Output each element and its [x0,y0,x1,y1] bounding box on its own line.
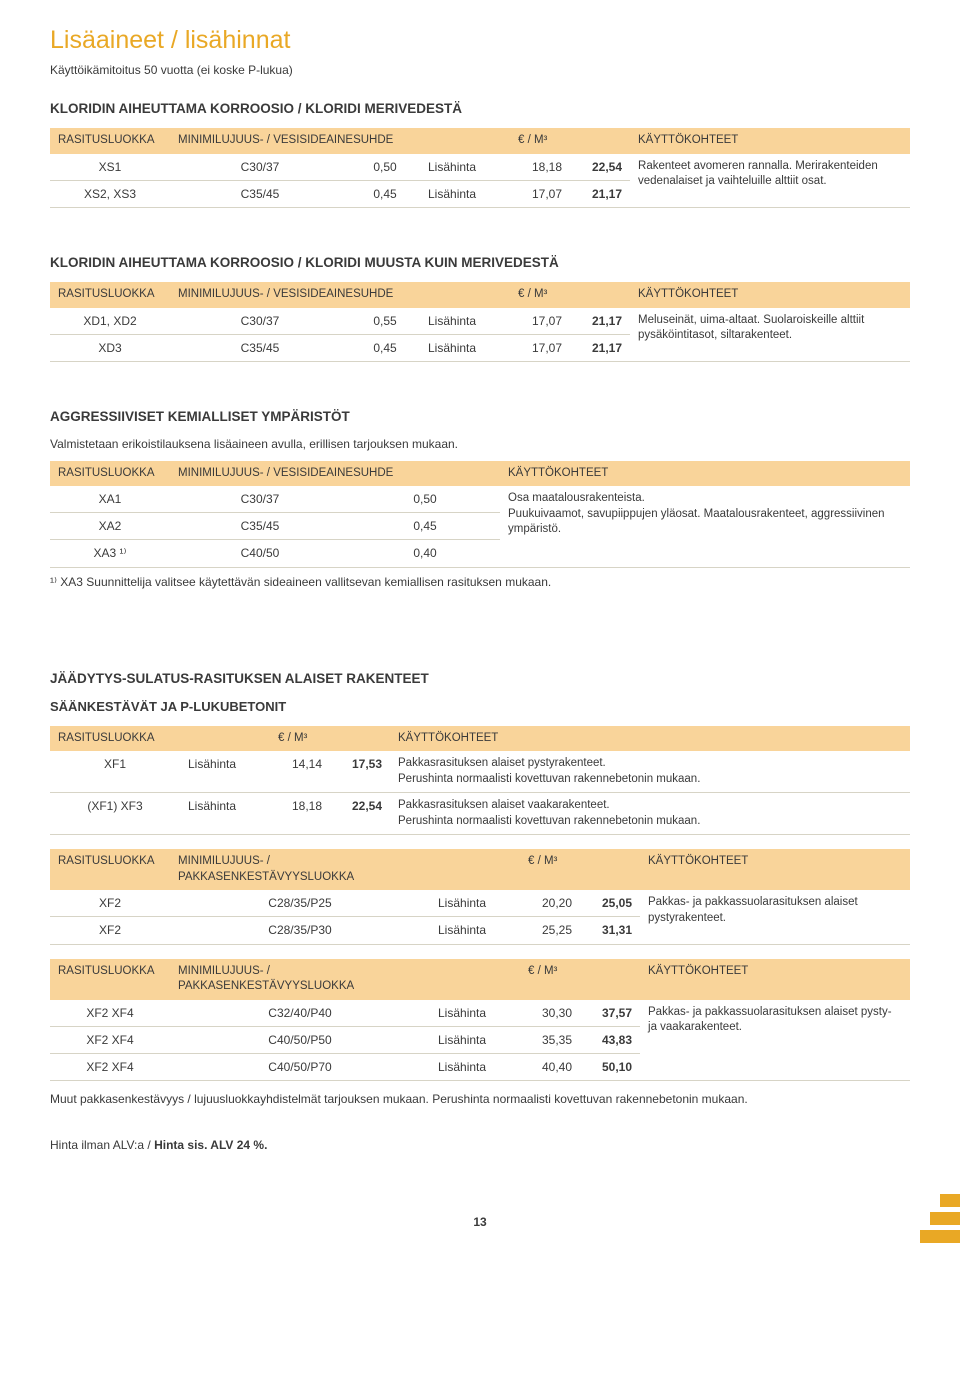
col-eur: € / M³ [510,128,630,154]
section-title-xd: KLORIDIN AIHEUTTAMA KORROOSIO / KLORIDI … [50,254,910,272]
section-title-xs: KLORIDIN AIHEUTTAMA KORROOSIO / KLORIDI … [50,100,910,118]
xf-sub: SÄÄNKESTÄVÄT JA P-LUKUBETONIT [50,698,910,716]
xf-c-desc: Pakkas- ja pakkassuolarasituksen alaiset… [640,1000,910,1081]
page-number: 13 [50,1214,910,1230]
decorative-bars [920,1194,960,1248]
table-xf-a: RASITUSLUOKKA € / M³ KÄYTTÖKOHTEET XF1 L… [50,726,910,836]
page-title: Lisäaineet / lisähinnat [50,24,910,58]
xa-note: ¹⁾ XA3 Suunnittelija valitsee käytettävä… [50,574,910,590]
table-xf-c: RASITUSLUOKKA MINIMILUJUUS- / PAKKASENKE… [50,959,910,1082]
table-row: XF1 Lisähinta 14,14 17,53 Pakkasrasituks… [50,751,910,793]
col-rasitus: RASITUSLUOKKA [50,128,170,154]
section-title-xf: JÄÄDYTYS-SULATUS-RASITUKSEN ALAISET RAKE… [50,670,910,688]
xa-desc: Osa maatalousrakenteista. Puukuivaamot, … [500,486,910,567]
table-xf-b: RASITUSLUOKKA MINIMILUJUUS- / PAKKASENKE… [50,849,910,944]
xf-b-desc: Pakkas- ja pakkassuolarasituksen alaiset… [640,890,910,944]
subtitle: Käyttöikämitoitus 50 vuotta (ei koske P-… [50,62,910,78]
table-xs: RASITUSLUOKKA MINIMILUJUUS- / VESISIDEAI… [50,128,910,208]
table-xa: RASITUSLUOKKA MINIMILUJUUS- / VESISIDEAI… [50,461,910,568]
table-row: XF2 C28/35/P25 Lisähinta 20,20 25,05 Pak… [50,890,910,917]
xa-intro: Valmistetaan erikoistilauksena lisäainee… [50,436,910,452]
xf-muut: Muut pakkasenkestävyys / lujuusluokkayhd… [50,1091,910,1107]
table-row: XD1, XD2 C30/37 0,55 Lisähinta 17,07 21,… [50,308,910,335]
table-row: XF2 XF4 C32/40/P40 Lisähinta 30,30 37,57… [50,1000,910,1027]
table-row: (XF1) XF3 Lisähinta 18,18 22,54 Pakkasra… [50,793,910,835]
xs-desc: Rakenteet avomeren rannalla. Merirakente… [630,154,910,208]
table-xd: RASITUSLUOKKA MINIMILUJUUS- / VESISIDEAI… [50,282,910,362]
col-kohteet: KÄYTTÖKOHTEET [630,128,910,154]
section-title-xa: AGGRESSIIVISET KEMIALLISET YMPÄRISTÖT [50,408,910,426]
hinta-line: Hinta ilman ALV:a / Hinta sis. ALV 24 %. [50,1137,910,1153]
table-row: XS1 C30/37 0,50 Lisähinta 18,18 22,54 Ra… [50,154,910,181]
table-row: XA1 C30/37 0,50 Osa maatalousrakenteista… [50,486,910,513]
xd-desc: Meluseinät, uima-altaat. Suolaroiskeille… [630,308,910,362]
col-min: MINIMILUJUUS- / VESISIDEAINESUHDE [170,128,420,154]
